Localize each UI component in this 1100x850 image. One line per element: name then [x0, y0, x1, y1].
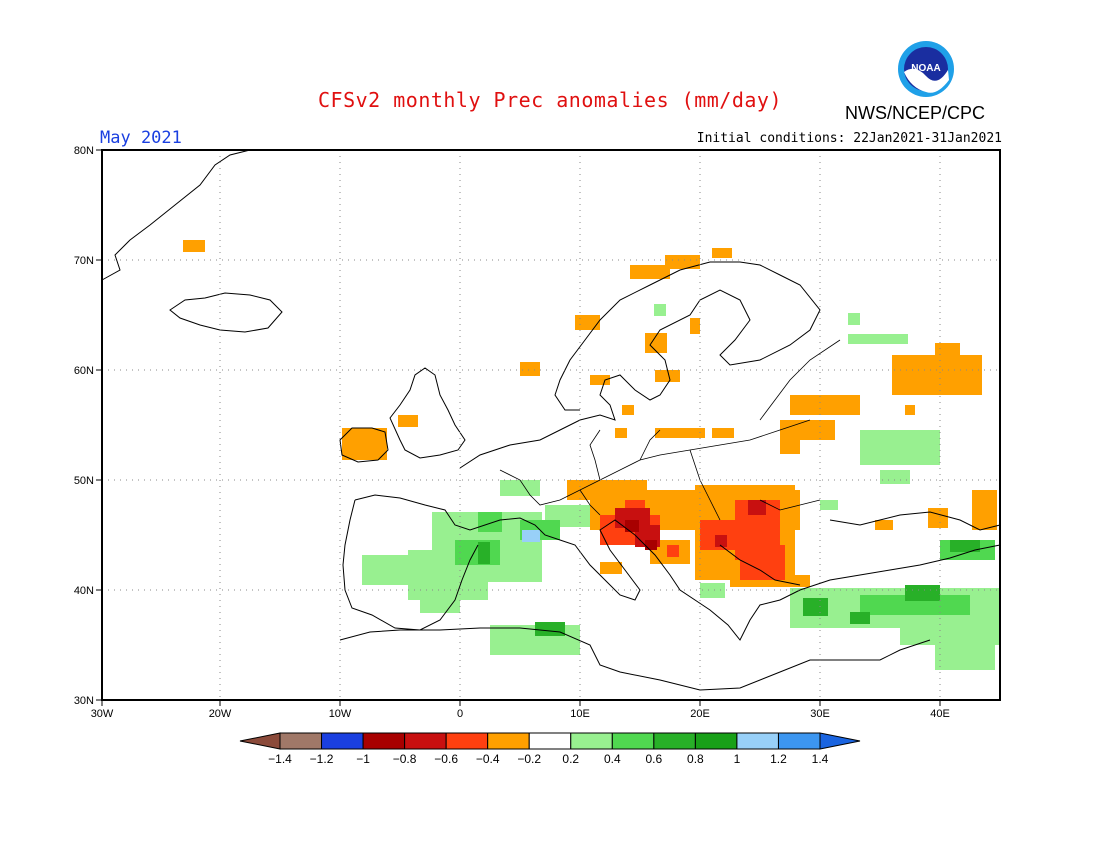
colorbar-swatch: [362, 732, 406, 750]
colorbar-swatch: [570, 732, 613, 750]
colorbar-tick-label: −0.2: [517, 752, 541, 766]
colorbar: −1.4 −1.2 −1 −0.8 −0.6 −0.4 −0.2 0.2 0.4 0.6 0.8 1 1…: [239, 732, 861, 766]
colorbar-tick-label: 0.4: [604, 752, 621, 766]
colorbar-tick-label: 0.6: [646, 752, 663, 766]
colorbar-right-arrow: [819, 732, 861, 750]
colorbar-swatch: [694, 732, 738, 750]
country-borders: [499, 339, 841, 521]
colorbar-tick-label: 1: [734, 752, 741, 766]
initial-conditions-label: Initial conditions: 22Jan2021-31Jan2021: [696, 131, 1002, 146]
chart-title: CFSv2 monthly Prec anomalies (mm/day): [317, 88, 783, 112]
lon-label-0: 0: [457, 708, 463, 720]
colorbar-tick-label: 1.2: [770, 752, 787, 766]
colorbar-swatch: [279, 732, 323, 750]
lon-label-30e: 30E: [810, 708, 830, 720]
colorbar-swatch: [736, 732, 779, 750]
anomaly-orange: [183, 240, 997, 587]
anomaly-layer: [183, 240, 1000, 670]
coastlines: [101, 149, 1001, 691]
lat-label-50n: 50N: [74, 475, 94, 487]
axis-ticks: [96, 149, 941, 706]
colorbar-swatch: [321, 732, 364, 750]
colorbar-tick-label: −1.4: [268, 752, 292, 766]
lat-label-70n: 70N: [74, 255, 94, 267]
colorbar-swatch: [611, 732, 655, 750]
noaa-logo-text: NOAA: [911, 63, 940, 74]
lon-label-10e: 10E: [570, 708, 590, 720]
forecast-month-label: May 2021: [100, 128, 182, 148]
colorbar-swatch: [777, 732, 821, 750]
anomaly-light-blue: [522, 530, 540, 542]
lon-label-40e: 40E: [930, 708, 950, 720]
lon-label-10w: 10W: [329, 708, 352, 720]
colorbar-tick-label: −1: [356, 752, 370, 766]
map-frame: [101, 149, 1001, 701]
colorbar-tick-label: 1.4: [812, 752, 829, 766]
lon-label-20e: 20E: [690, 708, 710, 720]
lon-label-20w: 20W: [209, 708, 232, 720]
anomaly-dark-red: [625, 520, 657, 550]
lat-label-40n: 40N: [74, 585, 94, 597]
colorbar-swatch: [528, 732, 572, 750]
colorbar-tick-label: 0.8: [687, 752, 704, 766]
colorbar-swatch: [653, 732, 696, 750]
colorbar-tick-label: −0.4: [476, 752, 500, 766]
lat-label-30n: 30N: [74, 695, 94, 707]
colorbar-tick-label: −0.6: [434, 752, 458, 766]
agency-label: NWS/NCEP/CPC: [845, 103, 986, 123]
colorbar-swatch: [445, 732, 489, 750]
colorbar-swatch: [404, 732, 447, 750]
colorbar-tick-label: 0.2: [562, 752, 579, 766]
noaa-logo-icon: NOAA: [898, 41, 954, 97]
colorbar-tick-label: −0.8: [393, 752, 417, 766]
lon-label-30w: 30W: [91, 708, 114, 720]
lat-label-80n: 80N: [74, 145, 94, 157]
lat-label-60n: 60N: [74, 365, 94, 377]
colorbar-left-arrow: [239, 732, 281, 750]
anomaly-dark-green: [478, 540, 980, 636]
colorbar-swatch: [487, 732, 530, 750]
colorbar-tick-label: −1.2: [310, 752, 334, 766]
